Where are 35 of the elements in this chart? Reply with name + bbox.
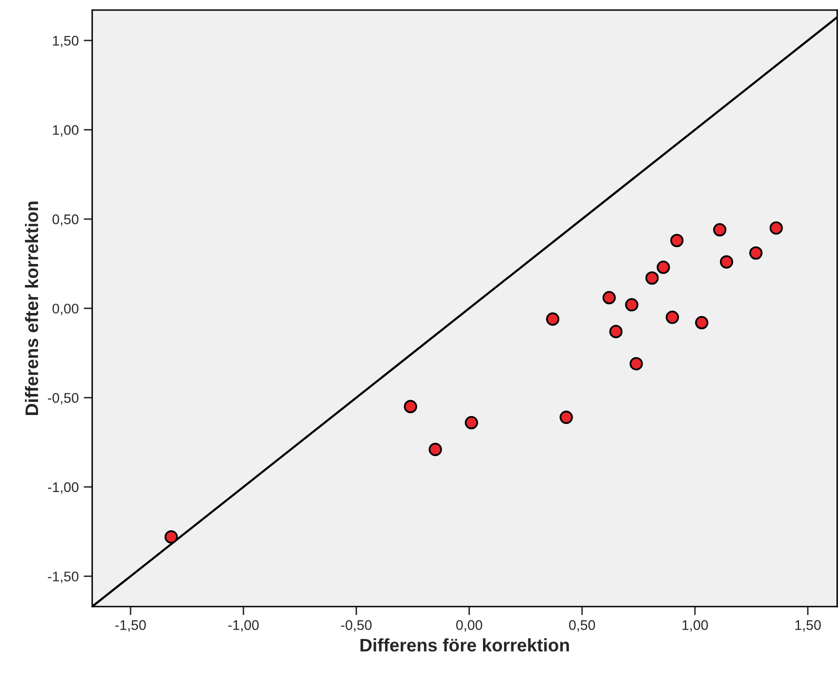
y-tick-label: 1,00 [53, 125, 78, 137]
x-tick-label: -0,50 [341, 620, 372, 632]
point [546, 312, 560, 326]
point [670, 234, 684, 248]
point [602, 290, 616, 304]
point [164, 530, 178, 544]
point [404, 400, 418, 414]
point [464, 416, 478, 430]
point [749, 246, 763, 260]
point [656, 260, 670, 274]
point [645, 271, 659, 285]
y-tick-label: -0,50 [48, 392, 78, 404]
y-tick-label: 0,50 [52, 214, 78, 226]
x-tick-label: 0,00 [456, 620, 482, 632]
y-tick-label: 0,00 [52, 304, 78, 316]
x-tick-label: -1,00 [228, 620, 259, 632]
x-axis-title: Differens före korrektion [360, 638, 569, 652]
point [713, 223, 726, 236]
point [770, 221, 783, 235]
y-tick-label: 1,50 [53, 36, 78, 48]
y-tick-label: -1,00 [48, 482, 78, 494]
point [666, 310, 680, 324]
point [609, 324, 623, 338]
point [695, 316, 708, 330]
y-tick-label: -1,50 [48, 572, 78, 584]
point [428, 442, 442, 456]
x-tick-label: -1,50 [115, 620, 146, 632]
point [720, 255, 734, 269]
point [560, 410, 573, 424]
point [630, 357, 643, 370]
x-tick-label: 1,00 [682, 620, 708, 632]
point [625, 298, 638, 312]
x-tick-label: 0,50 [569, 620, 596, 632]
x-tick-label: 1,50 [795, 620, 821, 632]
y-axis-title: Differens efter korrektion [24, 202, 38, 416]
